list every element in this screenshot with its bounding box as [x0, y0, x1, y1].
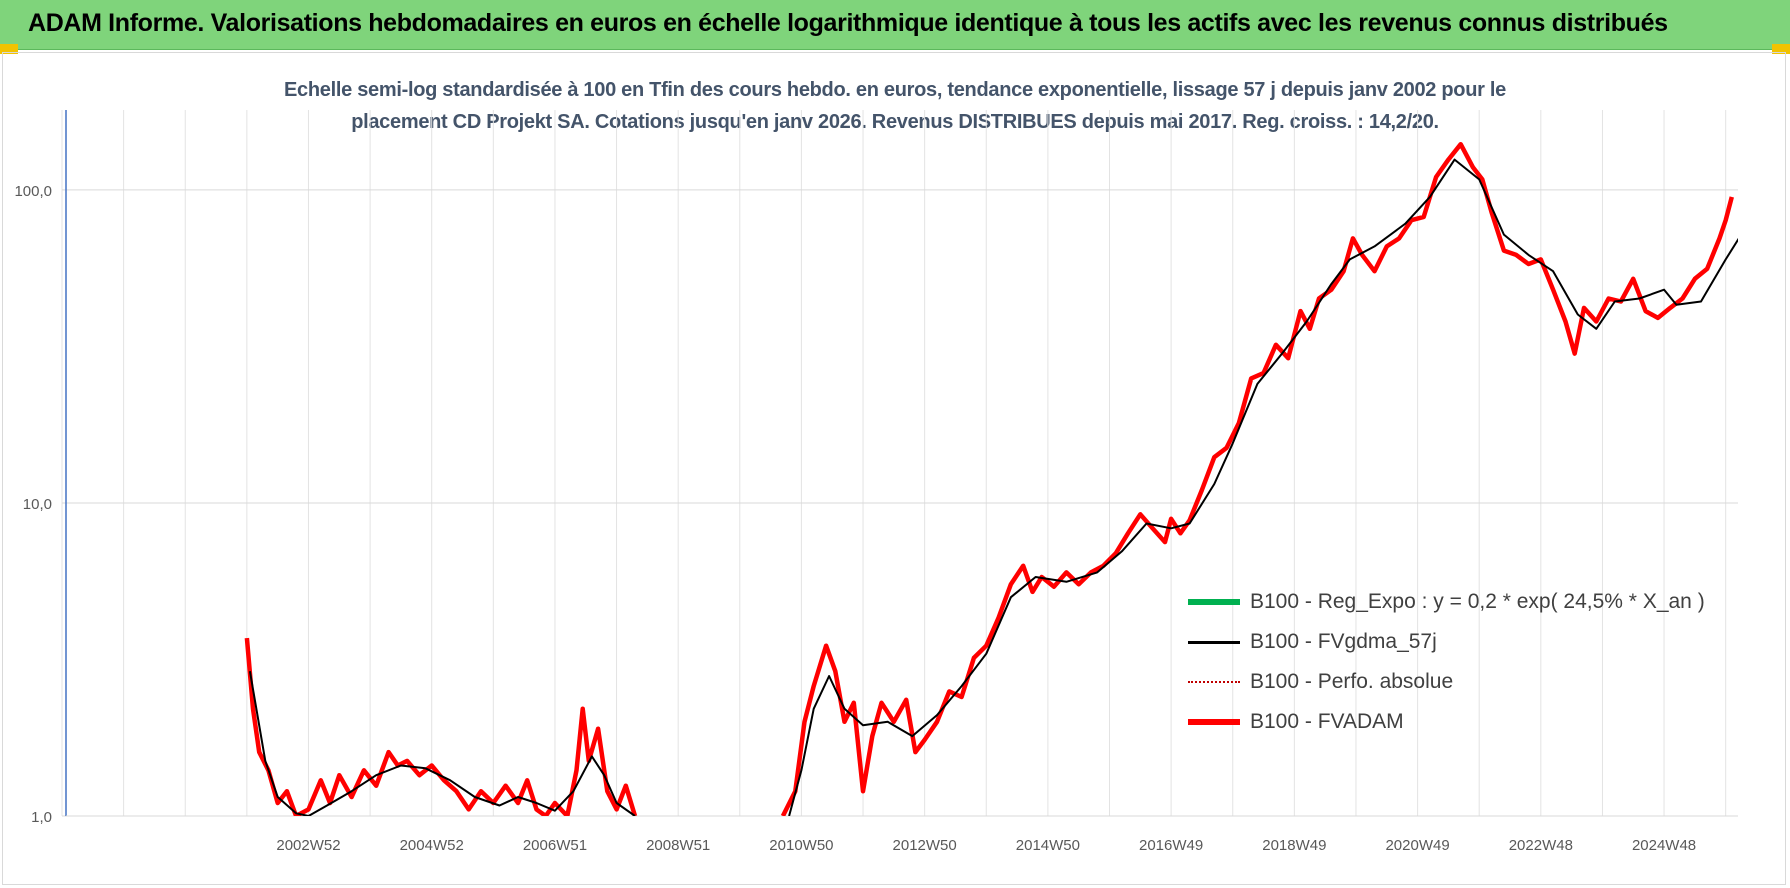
legend-label-perfo-absolue: B100 - Perfo. absolue [1250, 670, 1454, 693]
x-tick-label: 2022W48 [1509, 837, 1573, 854]
chart-subtitle-line-1: Echelle semi-log standardisée à 100 en T… [284, 79, 1506, 101]
legend-item-reg-expo: B100 - Reg_Expo : y = 0,2 * exp( 24,5% *… [1188, 582, 1708, 622]
legend-swatch-fvadam [1188, 719, 1240, 725]
header-bar: ADAM Informe. Valorisations hebdomadaire… [0, 0, 1790, 50]
x-tick-label: 2014W50 [1016, 837, 1080, 854]
chart-frame [2, 52, 1786, 885]
x-tick-label: 2010W50 [769, 837, 833, 854]
series-fvadam [780, 141, 1734, 816]
corner-marker-right [1772, 44, 1790, 54]
legend-item-fvadam: B100 - FVADAM [1188, 702, 1708, 742]
series-fvgdma-57j [788, 158, 1738, 816]
x-tick-label: 2016W49 [1139, 837, 1203, 854]
page-title: ADAM Informe. Valorisations hebdomadaire… [28, 9, 1668, 37]
x-tick-label: 2012W50 [893, 837, 957, 854]
legend-label-fvadam: B100 - FVADAM [1250, 710, 1404, 733]
series-fvgdma-57j [248, 671, 636, 816]
legend-swatch-perfo-absolue [1188, 681, 1240, 683]
series-fvadam [244, 637, 638, 816]
y-tick-label: 100,0 [14, 183, 52, 200]
x-tick-label: 2004W52 [400, 837, 464, 854]
legend-label-fvgdma: B100 - FVgdma_57j [1250, 630, 1437, 653]
chart-subtitle-line-2: placement CD Projekt SA. Cotations jusqu… [351, 111, 1439, 133]
x-tick-label: 2002W52 [276, 837, 340, 854]
chart-subtitle: Echelle semi-log standardisée à 100 en T… [0, 74, 1790, 138]
x-tick-label: 2024W48 [1632, 837, 1696, 854]
legend-swatch-reg-expo [1188, 599, 1240, 605]
x-tick-label: 2020W49 [1385, 837, 1449, 854]
x-tick-label: 2006W51 [523, 837, 587, 854]
legend-label-reg-expo: B100 - Reg_Expo : y = 0,2 * exp( 24,5% *… [1250, 590, 1705, 613]
x-tick-label: 2008W51 [646, 837, 710, 854]
corner-marker-left [0, 44, 18, 54]
legend-item-fvgdma: B100 - FVgdma_57j [1188, 622, 1708, 662]
x-tick-label: 2018W49 [1262, 837, 1326, 854]
legend-swatch-fvgdma [1188, 640, 1240, 644]
y-tick-label: 1,0 [31, 809, 52, 826]
legend-item-perfo-absolue: B100 - Perfo. absolue [1188, 662, 1708, 702]
chart-legend: B100 - Reg_Expo : y = 0,2 * exp( 24,5% *… [1188, 582, 1708, 742]
y-tick-label: 10,0 [23, 496, 52, 513]
